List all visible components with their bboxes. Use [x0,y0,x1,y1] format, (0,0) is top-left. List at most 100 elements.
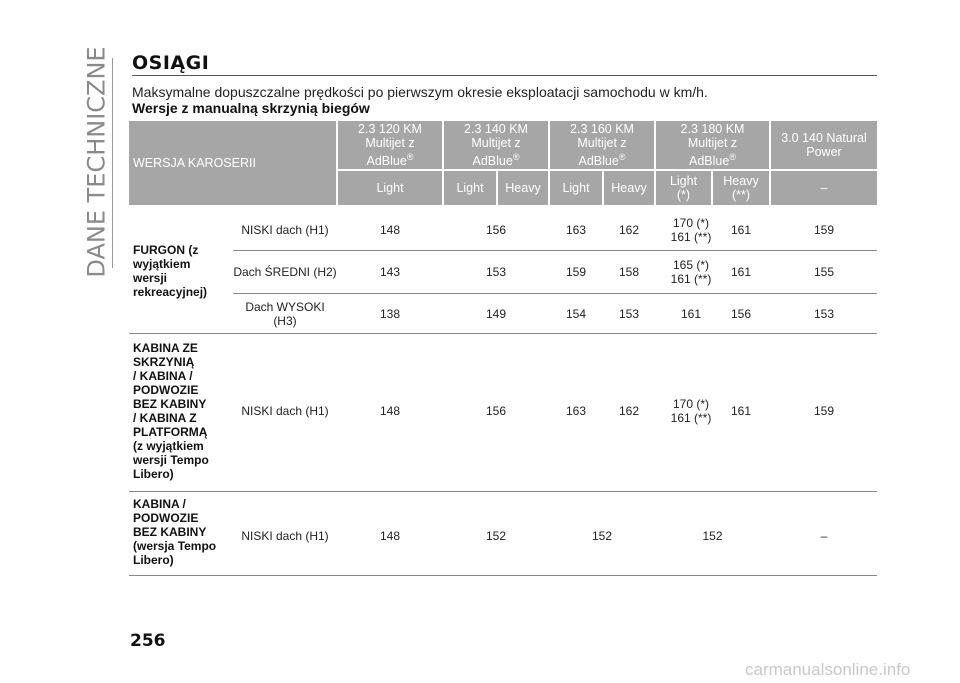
group-label-line: / KABINA / [133,369,193,383]
group-label-kabina-skrzynia: KABINA ZE SKRZYNIĄ / KABINA / PODWOZIE B… [133,341,233,481]
value-cell: 153 [604,295,654,333]
header-body-version: WERSJA KAROSERII [129,121,336,205]
subheader-cell: Heavy [498,171,548,205]
subheader-label: Heavy [611,181,647,195]
group-divider [129,333,877,334]
value-cell: 156 [713,295,769,333]
engine-5-line2: Power [806,145,842,159]
value-cell: 161 [713,252,769,292]
value-line: 165 (*) [672,258,710,272]
value-cell: 154 [550,295,602,333]
group-label-furgon: FURGON (z wyjątkiem wersji rekreacyjnej) [133,243,233,299]
value-cell: 152 [444,516,548,556]
group-label-line: (z wyjątkiem [133,439,204,453]
subheader-cell: Light (*) [656,171,711,205]
group-label-line: wersji Tempo [133,453,209,467]
value-text: 163 [565,404,587,418]
page-title: OSIĄGI [132,52,210,74]
value-text: 162 [618,223,640,237]
subheader-label: Light [669,174,698,188]
value-text: 155 [813,265,835,279]
subheader-note: (**) [731,188,751,202]
group-label-line: KABINA ZE [133,341,198,355]
value-cell: 159 [771,391,877,431]
value-cell: 143 [338,252,442,292]
value-text: 159 [565,265,587,279]
subheader-label: Light [456,181,484,195]
value-text: 163 [565,223,587,237]
value-cell: 153 [771,295,877,333]
engine-4-line2: Multijet z [687,135,738,150]
page-number: 256 [130,631,166,651]
intro-text: Maksymalne dopuszczalne prędkości po pie… [132,84,708,100]
value-cell: 158 [604,252,654,292]
subheader-label: Light [376,181,404,195]
value-cell: 159 [771,211,877,249]
value-cell: 152 [656,516,769,556]
value-text: 143 [379,265,401,279]
roof-cell: Dach ŚREDNI (H2) [233,252,337,292]
value-text: 156 [485,404,507,418]
value-cell: 170 (*) 161 (**) [656,391,726,431]
value-cell: – [771,516,877,556]
group-label-line: wersji [133,271,168,285]
section-side-label: DANE TECHNICZNE [82,46,112,277]
roof-cell: Dach WYSOKI (H3) [233,295,337,333]
group-label-line: PODWOZIE [133,383,199,397]
engine-5-line1: 3.0 140 Natural [781,131,867,145]
value-cell: 138 [338,295,442,333]
group-label-line: FURGON (z [133,243,199,257]
value-text: 152 [702,529,723,543]
table-bottom-rule [129,575,877,576]
value-text: 162 [618,404,640,418]
subheader-cell: Heavy (**) [713,171,769,205]
value-cell: 156 [444,211,548,249]
engine-1-line3: AdBlue [366,154,407,169]
table-subtitle: Wersje z manualną skrzynią biegów [132,100,370,116]
group-label-line: PODWOZIE [133,511,199,525]
header-engine-3: 2.3 160 KM Multijet z AdBlue® [550,121,654,169]
value-text: – [820,529,828,543]
value-text: 153 [813,307,835,321]
group-label-line: SKRZYNIĄ [133,355,195,369]
subheader-label: Heavy [505,181,541,195]
group-label-line: BEZ KABINY [133,525,207,539]
value-split: 170 (*) 161 (**) [671,397,712,425]
value-cell: 162 [604,391,654,431]
header-engine-4: 2.3 180 KM Multijet z AdBlue® [656,121,769,169]
subheader-cell: – [771,171,877,205]
engine-2-line1: 2.3 140 KM [464,121,528,136]
group-label-line: Libero) [133,467,174,481]
engine-3-reg: ® [618,151,626,162]
engine-4-line3: AdBlue [689,154,730,169]
value-text: 161 [680,307,702,321]
value-text: 153 [618,307,640,321]
subheader-label: Light [562,181,590,195]
group-label-line: BEZ KABINY [133,397,207,411]
side-divider [112,58,113,268]
engine-1-line2: Multijet z [365,135,415,150]
group-label-line: KABINA / [133,497,186,511]
engine-3-line3: AdBlue [578,154,619,169]
subheader-label: – [820,181,828,195]
header-engine-2: 2.3 140 KM Multijet z AdBlue® [444,121,548,169]
roof-cell: NISKI dach (H1) [233,516,337,556]
engine-3-line1: 2.3 160 KM [570,121,634,136]
value-cell: 152 [550,516,654,556]
group-label-line: / KABINA Z [133,411,197,425]
value-cell: 148 [338,391,442,431]
roof-label: Dach ŚREDNI (H2) [233,265,337,279]
value-cell: 155 [771,252,877,292]
group-label-line: wyjątkiem [133,257,191,271]
engine-4-line1: 2.3 180 KM [680,121,745,136]
value-cell: 148 [338,516,442,556]
value-line: 161 (**) [670,411,712,425]
value-text: 161 [730,404,752,418]
value-text: 148 [379,404,401,418]
group-divider [129,491,877,492]
value-cell: 162 [604,211,654,249]
value-split: 165 (*) 161 (**) [671,258,712,286]
value-cell: 156 [444,391,548,431]
engine-1-reg: ® [406,151,414,162]
value-line: 170 (*) [672,216,710,230]
